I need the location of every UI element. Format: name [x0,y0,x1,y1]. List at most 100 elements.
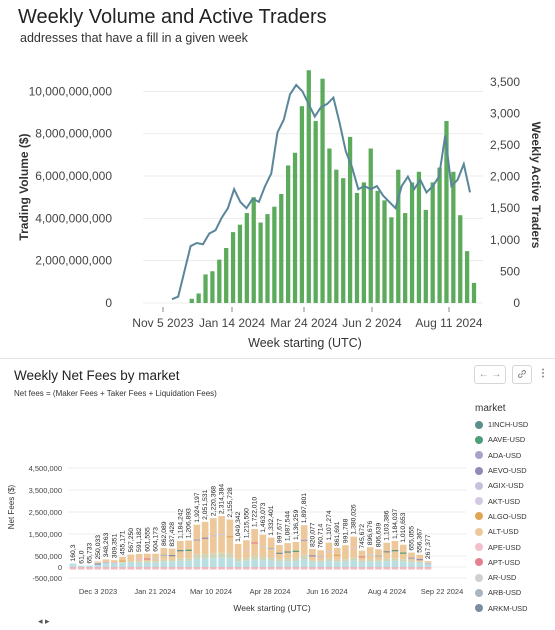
legend-item[interactable]: 1INCH-USD [475,417,555,432]
volume-bar [196,293,201,303]
fee-bar-segment [201,558,209,567]
fee-bar-segment [325,558,333,562]
legend-item[interactable]: APE-USD [475,539,555,554]
y-tick-label: 0 [58,563,62,572]
legend-swatch [475,466,483,475]
fee-bar-segment [259,556,267,561]
fee-bar-negative [424,567,432,570]
fee-bar-segment [94,562,102,564]
fee-bar-segment [309,555,316,557]
fee-bar-segment [350,560,357,567]
legend-item[interactable]: AEVO-USD [475,463,555,478]
fee-bar-negative [350,567,357,570]
total-label: 309,351 [111,533,118,558]
total-label: 991,788 [342,518,349,543]
y2-axis-label: Weekly Active Traders [529,122,543,249]
legend-swatch [475,604,483,613]
total-label: 267,377 [425,534,432,559]
fee-bar-segment [424,563,432,565]
x-axis-label: Week starting (UTC) [248,336,362,350]
fee-bar-segment [102,562,110,564]
legend-label: ALGO-USD [488,511,527,521]
total-label: 1,136,259 [293,510,300,540]
fee-bar-segment [226,558,234,567]
fee-bar-segment [408,560,415,563]
fee-bar-negative [300,567,308,570]
fee-bar-segment [292,561,300,567]
fee-bar-segment [185,560,192,567]
chart-subtitle: Net fees = (Maker Fees + Taker Fees + Li… [14,389,217,398]
fee-bar-negative [110,567,118,570]
volume-bar [279,194,284,303]
volume-bar [444,121,449,304]
y2-tick-label: 1,000 [490,233,520,247]
volume-bar [244,213,249,303]
fee-bar-negative [102,567,110,570]
fee-bar-segment [119,560,126,562]
volume-bar [396,169,401,303]
legend-item[interactable]: AGIX-USD [475,478,555,493]
legend-label: APT-USD [488,557,521,567]
legend-item[interactable]: AKT-USD [475,493,555,508]
net-fees-panel: Weekly Net Fees by market Net fees = (Ma… [0,359,555,630]
fee-bar-negative [226,567,234,570]
fee-bar-segment [408,557,415,559]
fee-bar-segment [144,558,151,560]
fee-bar-segment [416,559,424,561]
legend-item[interactable]: ARB-USD [475,585,555,600]
legend-item[interactable]: ADA-USD [475,448,555,463]
more-icon[interactable]: ⋮ [536,365,550,382]
total-label: 2,220,368 [210,486,217,516]
fee-bar-segment [399,561,407,567]
fee-bar-segment [333,554,341,556]
fee-bar-segment [342,552,349,555]
fee-bar-segment [251,542,258,544]
volume-bar [230,232,236,303]
fee-bar-segment [69,563,77,567]
fee-bar-segment [342,559,349,562]
fee-bar-segment [94,563,102,567]
legend-item[interactable]: ARKM-USD [475,601,555,616]
y2-tick-label: 0 [513,296,520,310]
legend-item[interactable]: APT-USD [475,555,555,570]
volume-bar [347,136,353,303]
legend-swatch [475,512,483,521]
total-label: 1,897,801 [301,493,308,523]
link-icon[interactable] [512,365,532,384]
fee-bar-segment [210,558,217,567]
fee-bar-segment [358,550,366,561]
fee-bar-segment [243,540,250,559]
fee-bar-segment [333,548,341,560]
net-fees-chart: 160,3 61,0 65,733 250,033 348,263 309,351 455,… [7,464,466,613]
scroll-arrows[interactable]: ◂ ▸ [38,616,50,626]
legend-label: ALT-USD [488,527,519,537]
fee-bar-negative [152,567,159,570]
fee-bar-segment [325,561,333,567]
legend-swatch [475,435,483,444]
fee-bar-negative [292,567,300,570]
fee-bar-segment [110,563,118,567]
volume-bar [203,274,208,303]
legend-label: APE-USD [488,542,521,552]
fee-bar-segment [391,540,399,559]
legend-nav-button[interactable]: ← → [474,365,506,384]
y-tick-label: 1,500,000 [29,530,62,539]
legend-item[interactable]: ALGO-USD [475,509,555,524]
fee-bar-segment [152,561,159,563]
fee-bar-segment [284,561,291,567]
fee-bar-segment [226,553,234,559]
volume-bar [320,78,325,303]
fee-bar-negative [317,567,324,570]
volume-bar [361,182,366,303]
total-label: 806,639 [376,523,383,548]
legend-item[interactable]: ALT-USD [475,524,555,539]
legend-item[interactable]: AR-USD [475,570,555,585]
fee-bar-segment [383,558,391,562]
legend-item[interactable]: AAVE-USD [475,432,555,447]
volume-bar [423,209,428,303]
fee-bar-negative [177,567,184,570]
volume-bar [368,148,373,303]
volume-bar [334,169,339,303]
fee-bar-segment [218,557,225,567]
fee-bar-segment [375,555,382,557]
